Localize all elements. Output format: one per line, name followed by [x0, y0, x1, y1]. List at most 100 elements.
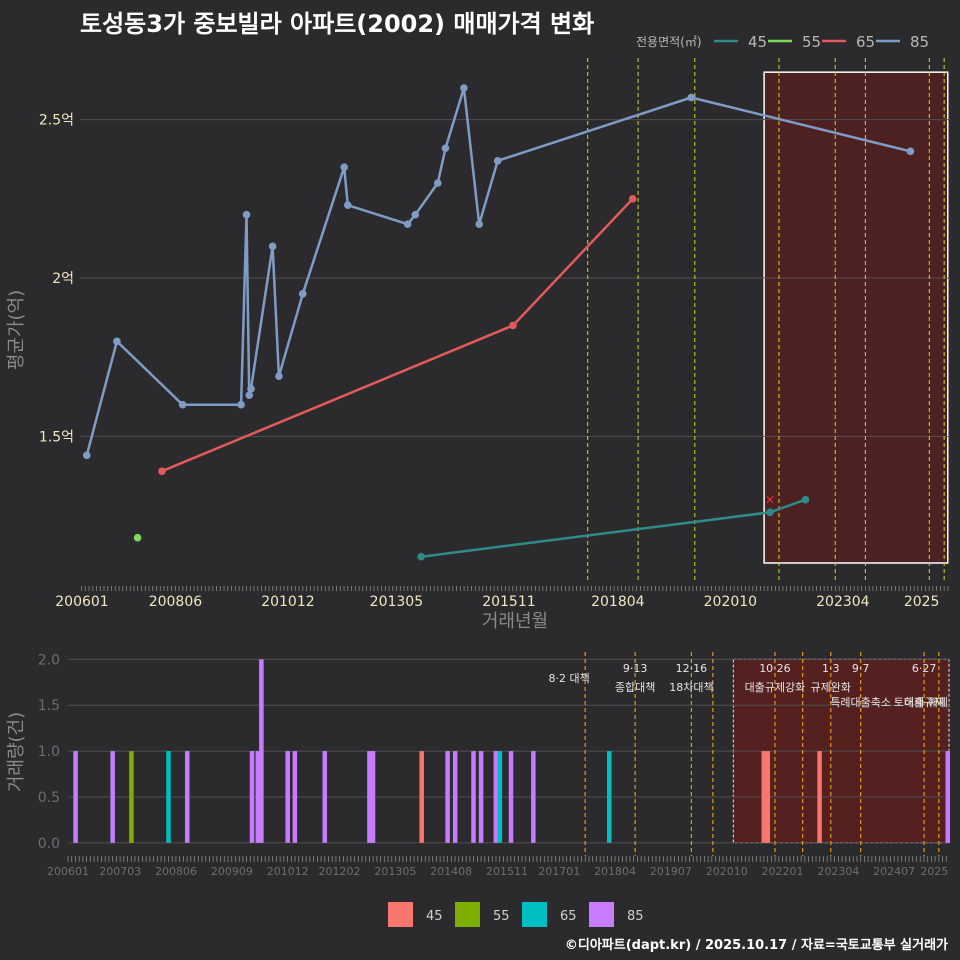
volume-bar-85 [493, 751, 499, 843]
volume-bar-55 [129, 751, 134, 843]
volume-bar-85 [292, 751, 298, 843]
policy-annotation-label: 특례대출축소 [830, 696, 891, 709]
volume-bar-45 [765, 751, 771, 843]
policy-annotation-label: 대출규제 [904, 696, 944, 709]
volume-legend-label: 65 [560, 909, 577, 924]
volume-y-axis-title: 거래량(건) [6, 712, 27, 792]
volume-bar-85 [367, 751, 372, 843]
data-point-85 [475, 220, 484, 228]
x-tick-label: 201305 [370, 594, 423, 610]
volume-x-tick-label: 202201 [762, 865, 804, 878]
series-line-65 [161, 197, 634, 473]
volume-x-tick-label: 202407 [873, 865, 915, 878]
volume-x-tick-label: 201907 [650, 865, 692, 878]
data-point-85 [460, 84, 468, 92]
volume-bar-85 [478, 751, 484, 843]
volume-legend-swatch-45 [388, 902, 413, 927]
volume-bar-85 [370, 751, 376, 843]
policy-annotation-date: 9·13 [623, 662, 648, 675]
volume-x-tick-label: 201202 [319, 865, 361, 878]
data-point-85 [245, 391, 254, 399]
volume-x-tick-label: 201305 [374, 865, 416, 878]
volume-x-tick-label: 2025 [920, 865, 948, 878]
x-tick-label: 201012 [261, 594, 314, 610]
data-point-85 [113, 337, 121, 346]
volume-legend-swatch-85 [589, 902, 614, 927]
volume-x-tick-label: 202304 [817, 865, 859, 878]
legend-label: 65 [856, 33, 875, 51]
policy-annotation-label: 규제완화 [811, 681, 851, 694]
volume-bar-65 [607, 751, 612, 843]
volume-x-tick-label: 201012 [267, 865, 309, 878]
volume-bar-65 [166, 751, 171, 843]
data-point-85 [906, 147, 915, 156]
data-point-85 [403, 220, 412, 228]
data-point-55 [133, 533, 142, 542]
y-tick-label: 2.5억 [39, 113, 74, 129]
legend-label: 45 [748, 33, 767, 51]
volume-y-tick-label: 1.0 [38, 744, 60, 760]
data-point-85 [247, 385, 255, 393]
highlight-period-box [763, 71, 949, 564]
volume-bar-45 [817, 751, 822, 843]
policy-annotation-label: 종합대책 [615, 681, 655, 694]
legend-title: 전용면적(㎡) [636, 35, 702, 49]
policy-annotation-date: 10·26 [759, 662, 791, 675]
volume-bar-65 [497, 751, 503, 843]
policy-annotation-date: 12·16 [676, 662, 708, 675]
data-point-85 [493, 157, 502, 165]
volume-x-tick-label: 201408 [430, 865, 472, 878]
data-point-85 [237, 400, 245, 409]
volume-bar-85 [508, 751, 514, 843]
x-tick-label: 201511 [482, 594, 535, 610]
policy-annotation-label: 토허제 해제 [894, 695, 948, 709]
volume-x-tick-label: 201511 [486, 865, 528, 878]
volume-bar-85 [322, 751, 328, 843]
page-title: 토성동3가 중보빌라 아파트(2002) 매매가격 변화 [80, 10, 595, 38]
volume-bar-85 [285, 751, 290, 843]
volume-y-tick-label: 0.0 [38, 836, 60, 852]
volume-x-tick-label: 200601 [47, 865, 89, 878]
volume-legend-label: 55 [493, 909, 510, 924]
data-point-85 [411, 210, 420, 219]
data-point-65 [628, 195, 637, 203]
x-tick-label: 202010 [704, 594, 757, 610]
volume-y-tick-label: 2.0 [38, 652, 60, 668]
volume-bar-85 [184, 751, 190, 843]
volume-x-tick-label: 200909 [211, 865, 253, 878]
volume-bar-45 [419, 751, 424, 843]
y-tick-label: 1.5억 [39, 429, 74, 445]
data-point-85 [268, 242, 277, 251]
volume-y-tick-label: 1.5 [38, 698, 60, 714]
x-tick-label: 201804 [591, 594, 645, 610]
volume-x-tick-label: 200703 [99, 865, 141, 878]
cancelled-deal-marker: × [765, 493, 775, 507]
volume-x-tick-label: 201804 [594, 865, 636, 878]
policy-annotation-label: 18차대책 [669, 681, 713, 694]
volume-bar-85 [471, 751, 476, 843]
x-tick-label: 2025 [904, 594, 940, 610]
volume-y-tick-label: 0.5 [38, 790, 60, 806]
data-point-85 [242, 210, 251, 219]
volume-bar-85 [259, 659, 264, 843]
policy-annotation-date: 1·3 [822, 662, 840, 675]
policy-annotation-date: 9·7 [852, 662, 870, 675]
volume-bar-85 [255, 751, 261, 843]
volume-bar-85 [452, 751, 458, 843]
volume-bar-85 [531, 751, 536, 843]
data-point-85 [687, 93, 696, 102]
y-axis-title: 평균가(억) [6, 290, 27, 370]
data-point-85 [434, 179, 442, 187]
volume-legend-swatch-65 [522, 902, 547, 927]
data-point-85 [178, 400, 187, 409]
series-line-45 [421, 498, 806, 558]
policy-annotation-date: 6·27 [912, 662, 937, 675]
volume-bar-85 [110, 751, 115, 843]
x-tick-label: 200806 [149, 594, 203, 610]
data-point-85 [275, 372, 283, 380]
volume-legend-swatch-55 [455, 902, 480, 927]
x-axis-title: 거래년월 [482, 611, 548, 632]
volume-x-tick-label: 201701 [538, 865, 580, 878]
source-footer: ©디아파트(dapt.kr) / 2025.10.17 / 자료=국토교통부 실… [564, 938, 948, 953]
